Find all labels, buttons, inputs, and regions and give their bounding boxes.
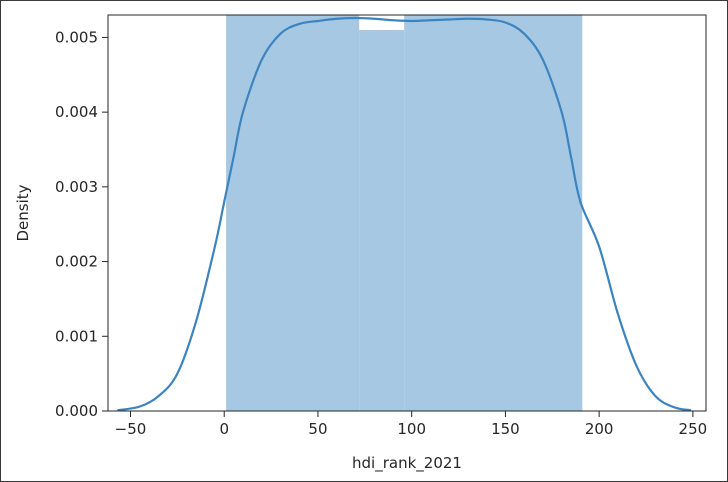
y-tick-label: 0.000 — [55, 402, 98, 420]
y-axis-ticks: 0.000 0.001 0.002 0.003 0.004 0.005 — [55, 28, 108, 420]
axes-box — [107, 14, 707, 412]
histogram-bar-2 — [359, 29, 405, 411]
y-tick-label: 0.005 — [55, 28, 98, 46]
x-tick-label: 150 — [491, 420, 520, 438]
kde-line — [117, 16, 692, 412]
y-tick-label: 0.003 — [55, 178, 98, 196]
y-tick-label: 0.002 — [55, 253, 98, 271]
x-tick-label: 100 — [397, 420, 426, 438]
histogram-bars — [226, 15, 583, 411]
x-tick-label: 50 — [308, 420, 327, 438]
x-axis-label: hdi_rank_2021 — [352, 454, 462, 473]
y-tick-label: 0.004 — [55, 103, 98, 121]
x-tick-label: −50 — [115, 420, 147, 438]
y-tick-label: 0.001 — [55, 327, 98, 345]
x-axis-ticks: −50 0 50 100 150 200 250 — [115, 411, 708, 438]
x-tick-label: 200 — [585, 420, 614, 438]
x-tick-label: 0 — [219, 420, 229, 438]
x-tick-label: 250 — [679, 420, 708, 438]
y-axis-label: Density — [14, 184, 32, 241]
histogram-bar-1 — [226, 15, 360, 411]
histogram-bar-3 — [404, 15, 583, 411]
